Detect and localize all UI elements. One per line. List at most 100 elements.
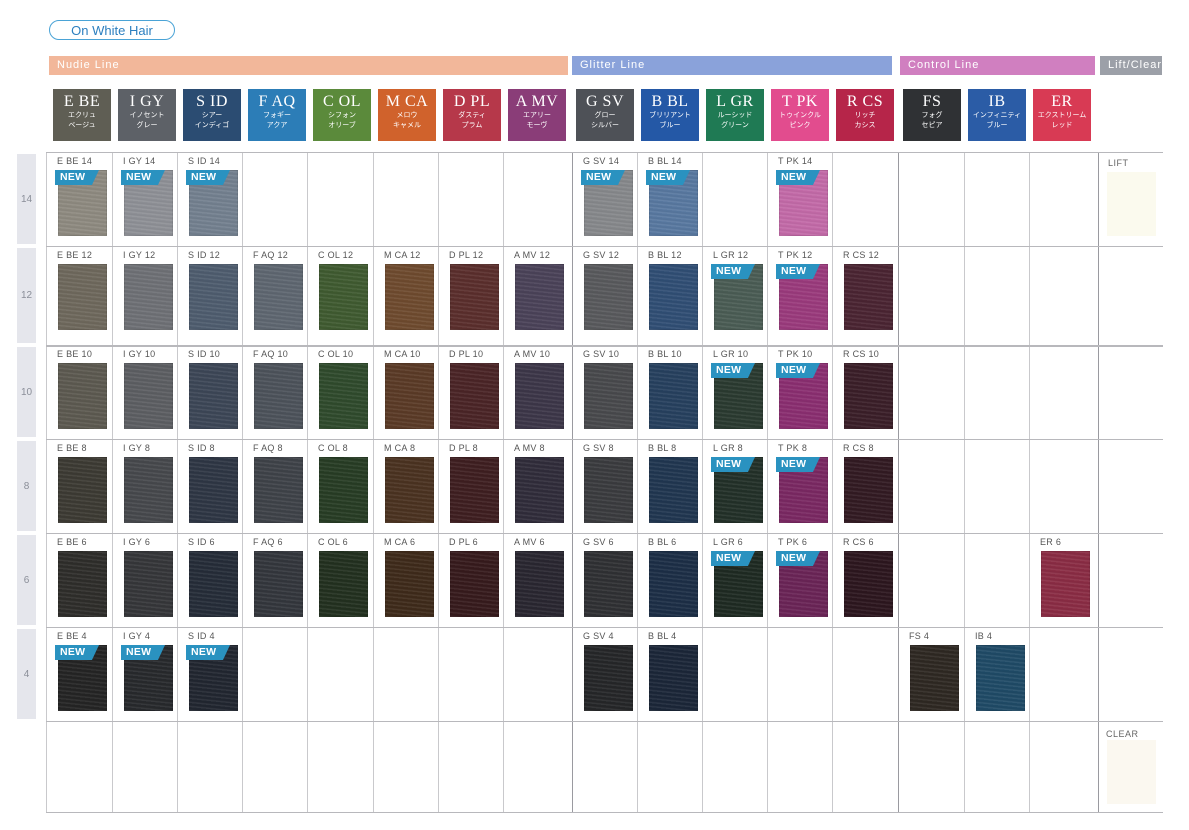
swatch-label: F AQ 10: [253, 349, 289, 359]
hair-color-swatch[interactable]: [844, 264, 893, 330]
column-jp-line1: エクリュ: [68, 112, 96, 119]
new-badge: NEW: [776, 363, 820, 378]
column-jp-line2: レッド: [1051, 122, 1073, 129]
hair-color-swatch[interactable]: [189, 551, 238, 617]
hair-color-swatch[interactable]: [515, 457, 564, 523]
swatch-label: F AQ 12: [253, 250, 289, 260]
hair-color-swatch[interactable]: [385, 457, 434, 523]
swatch-label: C OL 10: [318, 349, 354, 359]
hair-color-swatch[interactable]: [254, 457, 303, 523]
hair-color-swatch[interactable]: [584, 457, 633, 523]
column-header-bbl: B BL ブリリアント ブルー: [641, 89, 699, 141]
hair-color-swatch[interactable]: [844, 457, 893, 523]
new-badge: NEW: [711, 363, 755, 378]
column-code: D PL: [453, 93, 491, 110]
column-code: ER: [1051, 93, 1073, 110]
hair-color-swatch[interactable]: [584, 551, 633, 617]
grid-vline: [307, 152, 308, 812]
new-badge: NEW: [581, 170, 625, 185]
hair-color-swatch[interactable]: [649, 645, 698, 711]
hair-color-swatch[interactable]: [124, 457, 173, 523]
hair-color-swatch[interactable]: [450, 264, 499, 330]
column-jp-line1: エクストリーム: [1037, 112, 1087, 119]
swatch-label: R CS 8: [843, 443, 874, 453]
hair-color-swatch[interactable]: [649, 457, 698, 523]
grid-vline: [964, 152, 965, 812]
hair-color-swatch[interactable]: [319, 363, 368, 429]
hair-color-swatch[interactable]: [58, 264, 107, 330]
hair-color-swatch[interactable]: [844, 551, 893, 617]
new-badge: NEW: [776, 457, 820, 472]
swatch-label: E BE 4: [57, 631, 87, 641]
hair-color-swatch[interactable]: [385, 551, 434, 617]
hair-color-swatch[interactable]: [649, 551, 698, 617]
hair-color-swatch[interactable]: [385, 264, 434, 330]
hair-color-swatch[interactable]: [319, 457, 368, 523]
swatch-label: G SV 12: [583, 250, 620, 260]
hair-color-swatch[interactable]: [649, 264, 698, 330]
column-header-mca: M CA メロウ キャメル: [378, 89, 436, 141]
column-header-lgr: L GR ルーシッド グリーン: [706, 89, 764, 141]
row-label-10: 10: [17, 347, 36, 437]
hair-color-swatch[interactable]: [189, 264, 238, 330]
grid-vline: [832, 152, 833, 812]
hair-color-swatch[interactable]: [124, 551, 173, 617]
column-jp-line1: リッチ: [854, 112, 876, 119]
hair-color-swatch[interactable]: [254, 551, 303, 617]
hair-color-swatch[interactable]: [515, 264, 564, 330]
column-jp-line2: カシス: [854, 122, 876, 129]
hair-color-swatch[interactable]: [58, 457, 107, 523]
new-badge: NEW: [121, 170, 165, 185]
hair-color-swatch[interactable]: [584, 264, 633, 330]
swatch-label: R CS 10: [843, 349, 880, 359]
column-header-gsv: G SV グロー シルバー: [576, 89, 634, 141]
grid-hline: [46, 152, 1163, 153]
hair-color-swatch[interactable]: [515, 363, 564, 429]
hair-color-swatch[interactable]: [515, 551, 564, 617]
column-code: B BL: [651, 93, 689, 110]
hair-color-swatch[interactable]: [584, 645, 633, 711]
new-badge: NEW: [186, 170, 230, 185]
grid-hline: [46, 345, 1163, 347]
swatch-label: FS 4: [909, 631, 930, 641]
column-jp-line2: セピア: [921, 122, 943, 129]
hair-color-swatch[interactable]: [1041, 551, 1090, 617]
hair-color-swatch[interactable]: [844, 363, 893, 429]
hair-color-swatch[interactable]: [649, 363, 698, 429]
hair-color-swatch[interactable]: [910, 645, 959, 711]
swatch-label: R CS 12: [843, 250, 880, 260]
hair-color-swatch[interactable]: [450, 457, 499, 523]
column-jp-line2: ベージュ: [68, 122, 96, 129]
column-jp-line1: イノセント: [129, 112, 165, 119]
hair-color-swatch[interactable]: [58, 363, 107, 429]
hair-color-swatch[interactable]: [124, 264, 173, 330]
column-code: R CS: [846, 93, 884, 110]
hair-color-swatch[interactable]: [124, 363, 173, 429]
swatch-label: T PK 10: [778, 349, 813, 359]
hair-color-swatch[interactable]: [254, 363, 303, 429]
column-code: L GR: [716, 93, 754, 110]
swatch-label: G SV 10: [583, 349, 620, 359]
column-code: E BE: [63, 93, 101, 110]
swatch-label: G SV 6: [583, 537, 614, 547]
hair-color-swatch[interactable]: [189, 363, 238, 429]
hair-color-swatch[interactable]: [584, 363, 633, 429]
swatch-label: T PK 8: [778, 443, 808, 453]
hair-color-swatch[interactable]: [385, 363, 434, 429]
hair-color-swatch[interactable]: [319, 264, 368, 330]
hair-color-swatch[interactable]: [254, 264, 303, 330]
clear-label: CLEAR: [1106, 729, 1139, 739]
hair-color-swatch[interactable]: [450, 363, 499, 429]
hair-color-swatch[interactable]: [189, 457, 238, 523]
new-badge: NEW: [776, 264, 820, 279]
swatch-label: A MV 12: [514, 250, 551, 260]
hair-color-swatch[interactable]: [976, 645, 1025, 711]
column-jp-line1: グロー: [594, 112, 616, 119]
column-code: C OL: [323, 93, 361, 110]
column-jp-line1: メロウ: [396, 112, 418, 119]
hair-color-swatch[interactable]: [319, 551, 368, 617]
hair-color-swatch[interactable]: [450, 551, 499, 617]
new-badge: NEW: [186, 645, 230, 660]
hair-color-swatch[interactable]: [58, 551, 107, 617]
column-header-ebe: E BE エクリュベージュ: [53, 89, 111, 141]
